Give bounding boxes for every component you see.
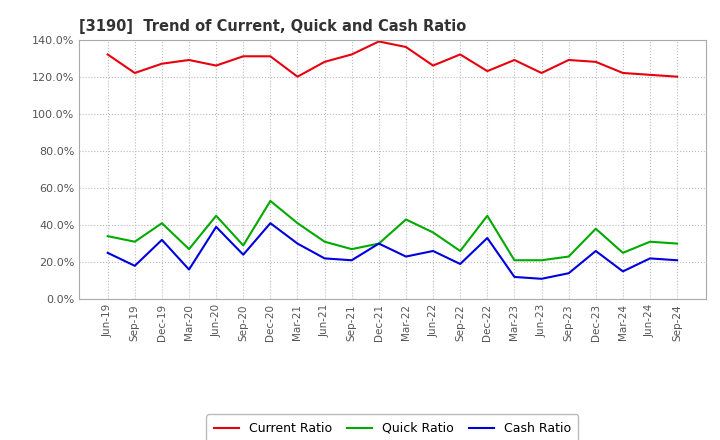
- Current Ratio: [266, 54, 275, 59]
- Quick Ratio: [293, 220, 302, 226]
- Cash Ratio: [591, 248, 600, 253]
- Quick Ratio: [130, 239, 139, 244]
- Current Ratio: [130, 70, 139, 76]
- Quick Ratio: [672, 241, 681, 246]
- Cash Ratio: [130, 263, 139, 268]
- Quick Ratio: [320, 239, 329, 244]
- Cash Ratio: [212, 224, 220, 230]
- Current Ratio: [158, 61, 166, 66]
- Quick Ratio: [483, 213, 492, 218]
- Current Ratio: [483, 69, 492, 74]
- Cash Ratio: [374, 241, 383, 246]
- Current Ratio: [185, 57, 194, 62]
- Cash Ratio: [320, 256, 329, 261]
- Cash Ratio: [402, 254, 410, 259]
- Quick Ratio: [537, 258, 546, 263]
- Cash Ratio: [428, 248, 437, 253]
- Cash Ratio: [293, 241, 302, 246]
- Cash Ratio: [239, 252, 248, 257]
- Line: Current Ratio: Current Ratio: [108, 41, 677, 77]
- Current Ratio: [428, 63, 437, 68]
- Quick Ratio: [239, 243, 248, 248]
- Cash Ratio: [672, 258, 681, 263]
- Current Ratio: [564, 57, 573, 62]
- Cash Ratio: [348, 258, 356, 263]
- Cash Ratio: [483, 235, 492, 241]
- Current Ratio: [510, 57, 518, 62]
- Current Ratio: [672, 74, 681, 79]
- Legend: Current Ratio, Quick Ratio, Cash Ratio: Current Ratio, Quick Ratio, Cash Ratio: [207, 414, 578, 440]
- Quick Ratio: [212, 213, 220, 218]
- Current Ratio: [374, 39, 383, 44]
- Quick Ratio: [646, 239, 654, 244]
- Quick Ratio: [428, 230, 437, 235]
- Current Ratio: [402, 44, 410, 50]
- Quick Ratio: [266, 198, 275, 204]
- Cash Ratio: [510, 274, 518, 279]
- Current Ratio: [646, 72, 654, 77]
- Quick Ratio: [348, 246, 356, 252]
- Line: Cash Ratio: Cash Ratio: [108, 223, 677, 279]
- Current Ratio: [212, 63, 220, 68]
- Quick Ratio: [158, 220, 166, 226]
- Quick Ratio: [618, 250, 627, 256]
- Quick Ratio: [104, 234, 112, 239]
- Current Ratio: [591, 59, 600, 65]
- Current Ratio: [618, 70, 627, 76]
- Current Ratio: [239, 54, 248, 59]
- Current Ratio: [348, 52, 356, 57]
- Cash Ratio: [104, 250, 112, 256]
- Quick Ratio: [402, 217, 410, 222]
- Cash Ratio: [185, 267, 194, 272]
- Current Ratio: [293, 74, 302, 79]
- Quick Ratio: [510, 258, 518, 263]
- Cash Ratio: [456, 261, 464, 267]
- Cash Ratio: [158, 237, 166, 242]
- Current Ratio: [456, 52, 464, 57]
- Cash Ratio: [564, 271, 573, 276]
- Quick Ratio: [374, 241, 383, 246]
- Cash Ratio: [537, 276, 546, 282]
- Quick Ratio: [185, 246, 194, 252]
- Cash Ratio: [646, 256, 654, 261]
- Quick Ratio: [456, 248, 464, 253]
- Line: Quick Ratio: Quick Ratio: [108, 201, 677, 260]
- Quick Ratio: [564, 254, 573, 259]
- Cash Ratio: [266, 220, 275, 226]
- Quick Ratio: [591, 226, 600, 231]
- Current Ratio: [104, 52, 112, 57]
- Text: [3190]  Trend of Current, Quick and Cash Ratio: [3190] Trend of Current, Quick and Cash …: [79, 19, 467, 34]
- Current Ratio: [537, 70, 546, 76]
- Cash Ratio: [618, 269, 627, 274]
- Current Ratio: [320, 59, 329, 65]
